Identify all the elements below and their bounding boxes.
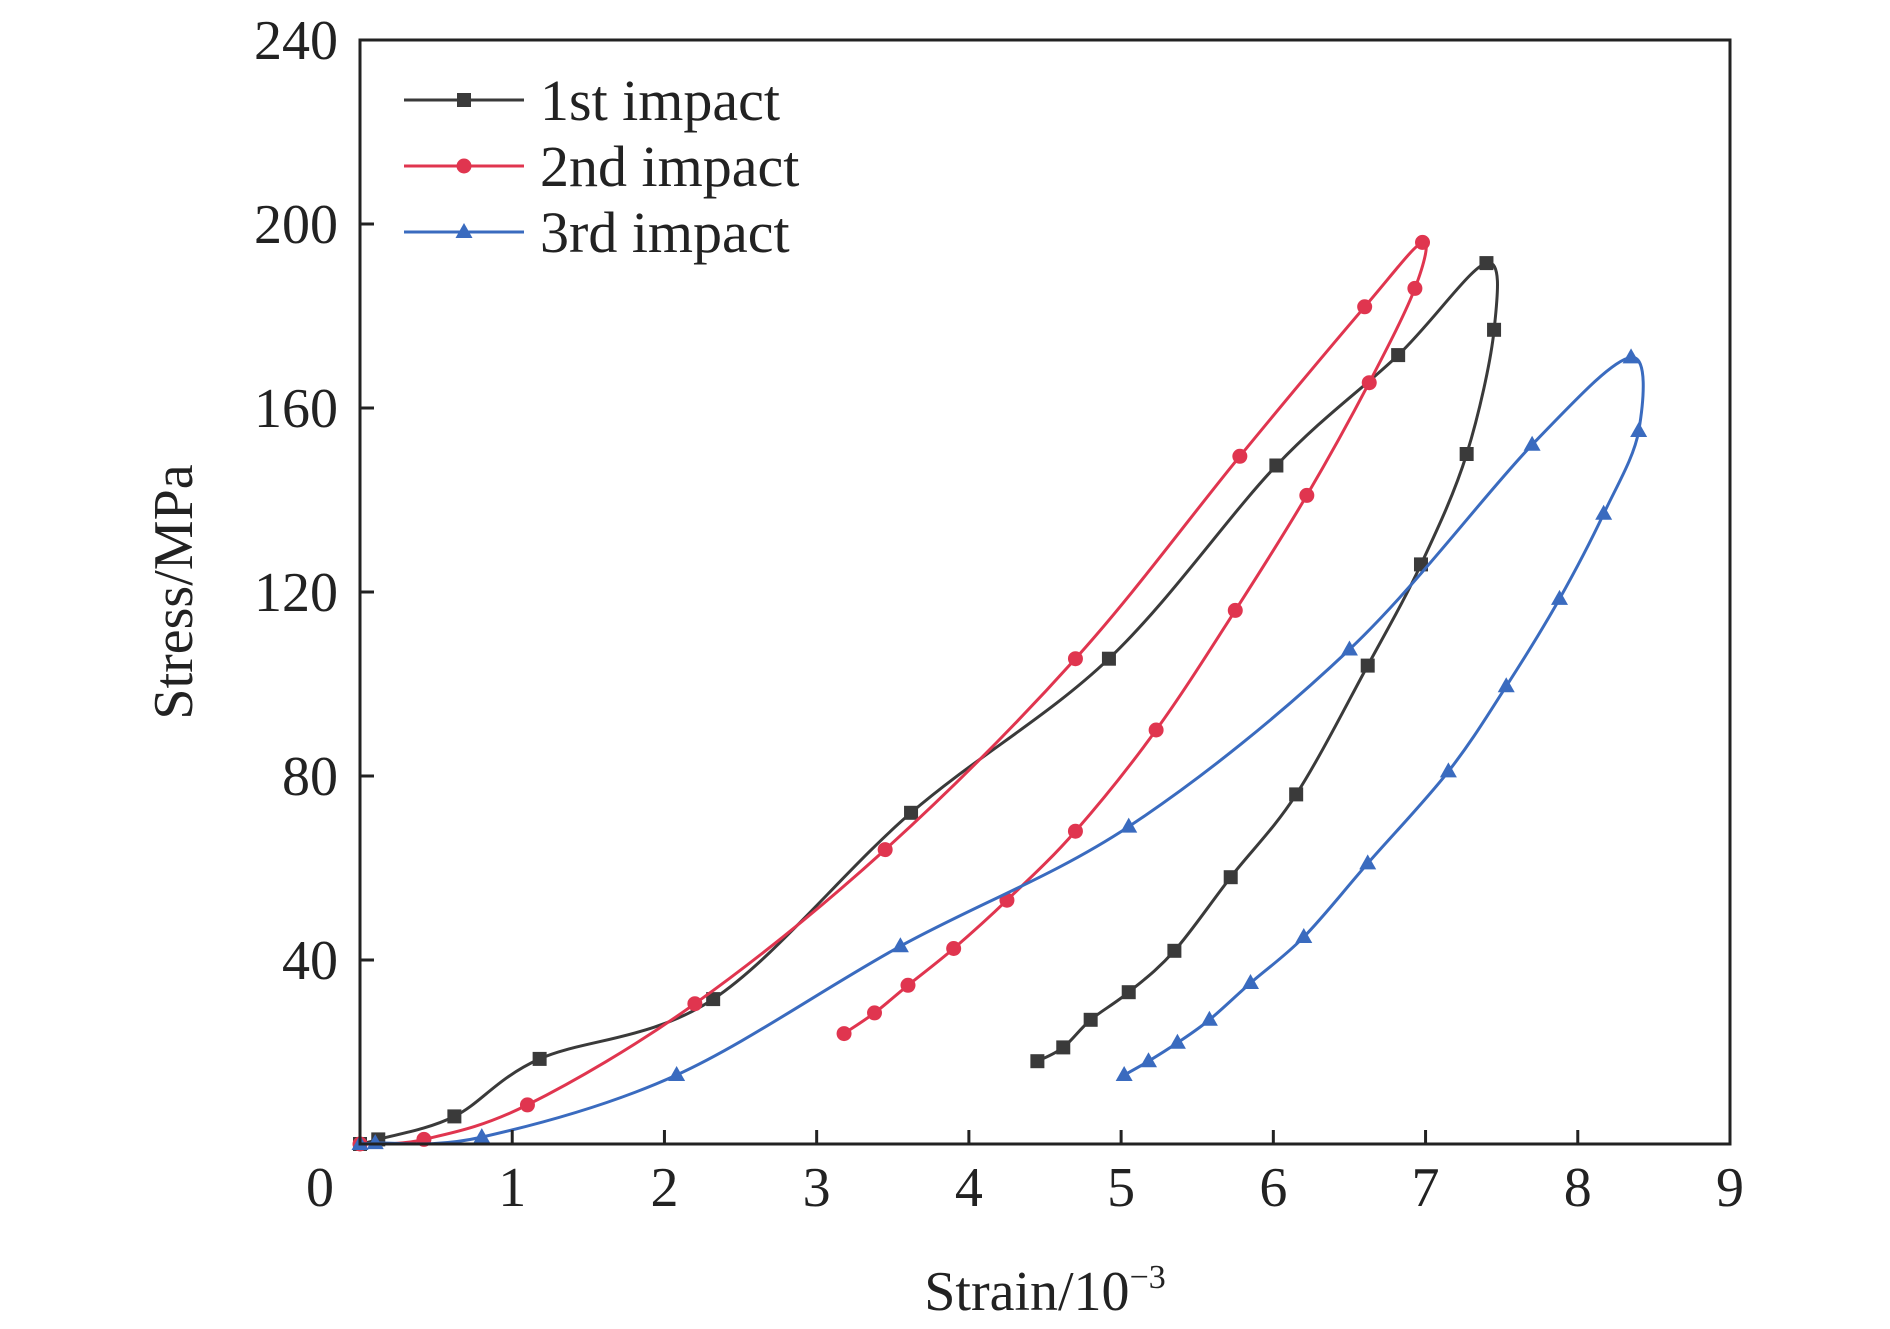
y-tick-label: 120 (254, 562, 338, 624)
data-point-3rd-impact (1523, 435, 1541, 451)
data-point-3rd-impact (1622, 348, 1640, 364)
series-line-3rd-impact (358, 355, 1645, 1146)
data-point-3rd-impact (1120, 817, 1138, 833)
data-point-3rd-impact (1242, 974, 1259, 989)
data-point-3rd-impact (1168, 1033, 1186, 1049)
data-point-2nd-impact (1232, 448, 1248, 464)
legend-item-3rd-impact: 3rd impact (404, 200, 790, 265)
data-point-1st-impact (1030, 1054, 1045, 1069)
data-point-1st-impact (1459, 447, 1474, 461)
x-axis-title-main: Strain/10 (924, 1261, 1129, 1323)
data-point-2nd-impact (519, 1097, 535, 1113)
data-point-1st-impact (1479, 256, 1494, 271)
y-tick-label: 240 (254, 10, 338, 72)
tick-labels-layer: 0 1 2 3 4 5 6 7 8 9 40 80 120 160 200 240 (254, 10, 1744, 1219)
data-point-1st-impact (1223, 870, 1238, 885)
legend-marker (455, 223, 473, 238)
x-tick-label: 1 (498, 1157, 526, 1219)
data-point-3rd-impact (1340, 640, 1358, 656)
x-tick-label: 6 (1259, 1157, 1287, 1219)
x-axis-title: Strain/10−3 (924, 1259, 1166, 1323)
data-point-3rd-impact (1439, 762, 1457, 778)
data-point-3rd-impact (1115, 1066, 1133, 1081)
data-point-3rd-impact (1295, 928, 1313, 943)
data-point-1st-impact (904, 805, 919, 820)
y-tick-label: 200 (254, 194, 338, 256)
legend-marker (456, 158, 472, 174)
legend-label: 1st impact (540, 68, 780, 133)
data-point-3rd-impact (1200, 1010, 1218, 1026)
y-axis-title: Stress/MPa (143, 464, 205, 719)
data-point-1st-impact (1360, 658, 1375, 673)
data-point-3rd-impact (1140, 1052, 1158, 1068)
legend-label: 2nd impact (540, 134, 799, 199)
data-point-3rd-impact (1630, 422, 1648, 437)
x-tick-label: 9 (1716, 1157, 1744, 1219)
data-point-2nd-impact (1067, 651, 1083, 667)
series-1st-impact (353, 256, 1502, 1151)
data-point-2nd-impact (1067, 823, 1083, 839)
data-point-1st-impact (1056, 1040, 1071, 1055)
data-point-2nd-impact (900, 977, 916, 993)
data-point-2nd-impact (1415, 234, 1431, 250)
data-point-1st-impact (1083, 1012, 1098, 1027)
data-point-2nd-impact (1407, 280, 1423, 296)
data-point-1st-impact (1391, 348, 1406, 363)
legend-label: 3rd impact (540, 200, 790, 265)
x-axis-title-sup: −3 (1130, 1259, 1166, 1296)
legend-marker (457, 93, 471, 107)
data-point-1st-impact (1101, 651, 1116, 666)
series-3rd-impact (351, 348, 1648, 1150)
data-point-3rd-impact (1497, 677, 1515, 693)
series-line-2nd-impact (358, 240, 1428, 1146)
data-point-2nd-impact (1148, 722, 1164, 738)
data-point-1st-impact (1167, 943, 1182, 958)
data-point-3rd-impact (1595, 504, 1613, 520)
y-tick-label: 80 (282, 746, 338, 808)
series-layer (351, 234, 1648, 1152)
y-tick-label: 40 (282, 930, 338, 992)
data-point-1st-impact (706, 992, 721, 1007)
data-point-1st-impact (1269, 458, 1284, 473)
data-point-3rd-impact (1359, 854, 1377, 870)
data-point-3rd-impact (1551, 589, 1569, 605)
data-point-2nd-impact (836, 1026, 852, 1042)
data-point-2nd-impact (946, 941, 962, 956)
x-tick-label: 3 (803, 1157, 831, 1219)
data-point-1st-impact (447, 1109, 462, 1124)
x-tick-label: 2 (650, 1157, 678, 1219)
series-line-1st-impact (358, 261, 1499, 1146)
x-tick-label: 5 (1107, 1157, 1135, 1219)
y-tick-label: 160 (254, 378, 338, 440)
data-point-1st-impact (1289, 787, 1304, 802)
data-point-2nd-impact (877, 842, 893, 858)
data-point-3rd-impact (668, 1066, 686, 1081)
data-point-2nd-impact (1361, 375, 1377, 391)
data-point-2nd-impact (1357, 299, 1373, 315)
ticks-layer (360, 222, 1580, 1144)
data-point-1st-impact (1487, 322, 1502, 337)
x-tick-label: 7 (1412, 1157, 1440, 1219)
legend-item-2nd-impact: 2nd impact (404, 134, 799, 199)
x-tick-label: 4 (955, 1157, 983, 1219)
data-point-1st-impact (1121, 985, 1136, 1000)
series-2nd-impact (352, 234, 1431, 1152)
data-point-2nd-impact (867, 1005, 883, 1021)
data-point-3rd-impact (891, 937, 909, 953)
data-point-2nd-impact (1299, 487, 1315, 503)
data-point-2nd-impact (1227, 602, 1243, 618)
x-tick-label: 0 (306, 1157, 334, 1219)
data-point-1st-impact (532, 1051, 547, 1066)
data-point-2nd-impact (687, 996, 703, 1012)
x-tick-label: 8 (1564, 1157, 1592, 1219)
legend-item-1st-impact: 1st impact (404, 68, 780, 133)
data-point-3rd-impact (473, 1128, 491, 1144)
